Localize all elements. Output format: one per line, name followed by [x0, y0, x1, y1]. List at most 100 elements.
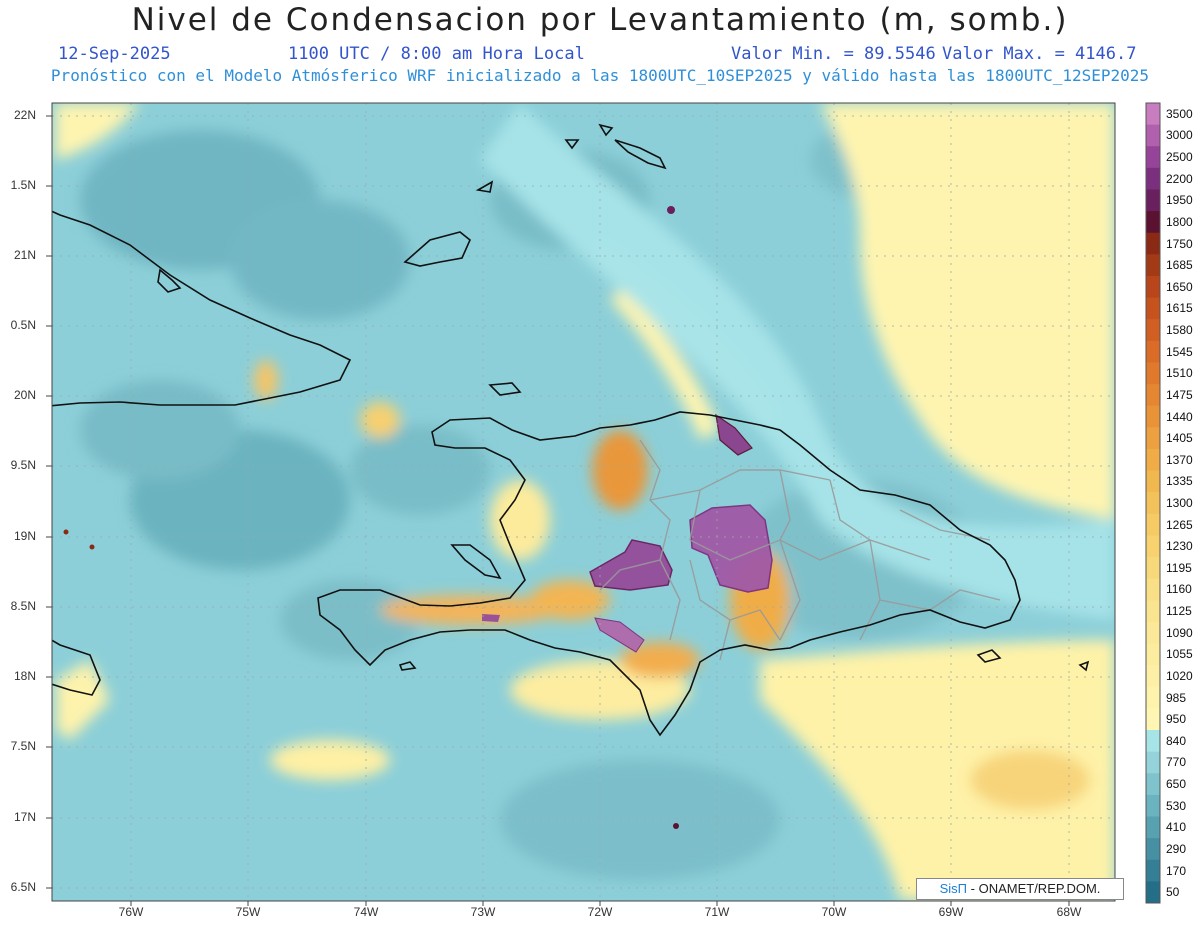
colorbar-swatch — [1146, 492, 1160, 515]
lat-label: 20N — [13, 388, 36, 402]
colorbar-swatch — [1146, 708, 1160, 731]
lat-label: 9.5N — [10, 458, 36, 472]
colorbar-label: 1545 — [1166, 344, 1193, 359]
colorbar-swatch — [1146, 319, 1160, 342]
colorbar-label: 1195 — [1166, 560, 1192, 575]
lat-label: 8.5N — [10, 599, 36, 613]
colorbar-swatch — [1146, 578, 1160, 601]
colorbar-swatch — [1146, 211, 1160, 234]
lat-label: 6.5N — [10, 880, 36, 894]
colorbar-swatch — [1146, 730, 1160, 753]
colorbar-label: 410 — [1166, 820, 1187, 835]
valor-max: Valor Max. = 4146.7 — [942, 44, 1137, 64]
colorbar-label: 1125 — [1166, 604, 1192, 619]
colorbar-swatch — [1146, 881, 1160, 904]
lon-label: 71W — [704, 905, 730, 919]
lon-label: 76W — [118, 905, 144, 919]
colorbar-label: 2500 — [1166, 150, 1193, 165]
colorbar-label: 1800 — [1166, 214, 1193, 229]
map-title: Nivel de Condensacion por Levantamiento … — [131, 2, 1069, 38]
colorbar-label: 290 — [1166, 841, 1187, 856]
lat-label: 18N — [13, 669, 36, 683]
colorbar-swatch — [1146, 686, 1160, 709]
colorbar-swatch — [1146, 859, 1160, 882]
colorbar-swatch — [1146, 643, 1160, 666]
colorbar-swatch — [1146, 167, 1160, 190]
lat-label: 19N — [13, 529, 36, 543]
colorbar-label: 1160 — [1166, 582, 1192, 597]
valor-min: Valor Min. = 89.5546 — [731, 44, 936, 64]
colorbar-label: 1370 — [1166, 452, 1193, 467]
colorbar-label: 1950 — [1166, 193, 1193, 208]
colorbar-swatch — [1146, 384, 1160, 407]
colorbar-swatch — [1146, 621, 1160, 645]
colorbar-swatch — [1146, 362, 1160, 385]
colorbar-label: 1020 — [1166, 668, 1193, 683]
colorbar-swatch — [1146, 124, 1160, 147]
colorbar-label: 1580 — [1166, 323, 1193, 338]
credit-box: SisΠ - ONAMET/REP.DOM. — [916, 878, 1124, 900]
colorbar-label: 1090 — [1166, 625, 1193, 640]
colorbar-swatch — [1146, 600, 1160, 623]
colorbar-swatch — [1146, 254, 1160, 277]
credit-text: - ONAMET/REP.DOM. — [970, 881, 1101, 896]
colorbar-label: 1650 — [1166, 279, 1193, 294]
colorbar-swatch — [1146, 275, 1160, 299]
colorbar-label: 770 — [1166, 755, 1187, 770]
colorbar-swatch — [1146, 838, 1160, 861]
lon-label: 72W — [587, 905, 613, 919]
colorbar-label: 1055 — [1166, 647, 1193, 662]
colorbar-label: 1405 — [1166, 431, 1193, 446]
colorbar-label: 2200 — [1166, 171, 1193, 186]
colorbar-swatch — [1146, 665, 1160, 688]
colorbar-label: 50 — [1166, 885, 1180, 900]
colorbar-label: 170 — [1166, 863, 1187, 878]
colorbar-label: 1475 — [1166, 387, 1193, 402]
colorbar-swatch — [1146, 470, 1160, 493]
sispi-logo: SisΠ — [939, 881, 968, 896]
colorbar-swatch — [1146, 513, 1160, 536]
lon-label: 73W — [470, 905, 496, 919]
colorbar-label: 950 — [1166, 712, 1187, 727]
colorbar-swatch — [1146, 103, 1160, 126]
colorbar-label: 1615 — [1166, 301, 1193, 316]
colorbar-swatch — [1146, 297, 1160, 320]
colorbar — [1145, 102, 1161, 904]
lat-label: 1.5N — [10, 178, 36, 192]
lon-label: 75W — [235, 905, 261, 919]
colorbar-label: 1335 — [1166, 474, 1193, 489]
colorbar-swatch — [1146, 232, 1160, 255]
colorbar-swatch — [1146, 448, 1160, 472]
colorbar-swatch — [1146, 751, 1160, 774]
colorbar-swatch — [1146, 189, 1160, 212]
lon-label: 69W — [938, 905, 964, 919]
colorbar-label: 530 — [1166, 798, 1187, 813]
colorbar-label: 3000 — [1166, 128, 1193, 143]
colorbar-label: 650 — [1166, 777, 1187, 792]
colorbar-label: 3500 — [1166, 106, 1193, 121]
colorbar-label: 840 — [1166, 733, 1187, 748]
colorbar-swatch — [1146, 535, 1160, 558]
colorbar-swatch — [1146, 427, 1160, 450]
colorbar-swatch — [1146, 146, 1160, 169]
lon-label: 74W — [353, 905, 379, 919]
colorbar-swatch — [1146, 340, 1160, 363]
forecast-time: 1100 UTC / 8:00 am Hora Local — [288, 44, 585, 64]
colorbar-swatch — [1146, 773, 1160, 796]
colorbar-swatch — [1146, 816, 1160, 839]
colorbar-swatch — [1146, 405, 1160, 428]
lat-label: 22N — [13, 108, 36, 122]
colorbar-swatch — [1146, 557, 1160, 580]
lat-label: 0.5N — [10, 318, 36, 332]
lat-label: 21N — [13, 248, 36, 262]
colorbar-label: 1685 — [1166, 258, 1193, 273]
colorbar-swatch — [1146, 794, 1160, 818]
model-info: Pronóstico con el Modelo Atmósferico WRF… — [50, 66, 1150, 85]
colorbar-label: 1300 — [1166, 496, 1193, 510]
colorbar-label: 1440 — [1166, 409, 1193, 424]
colorbar-label: 1750 — [1166, 236, 1193, 251]
lon-label: 68W — [1056, 905, 1082, 919]
forecast-date: 12-Sep-2025 — [58, 44, 171, 64]
lat-label: 7.5N — [10, 739, 36, 753]
